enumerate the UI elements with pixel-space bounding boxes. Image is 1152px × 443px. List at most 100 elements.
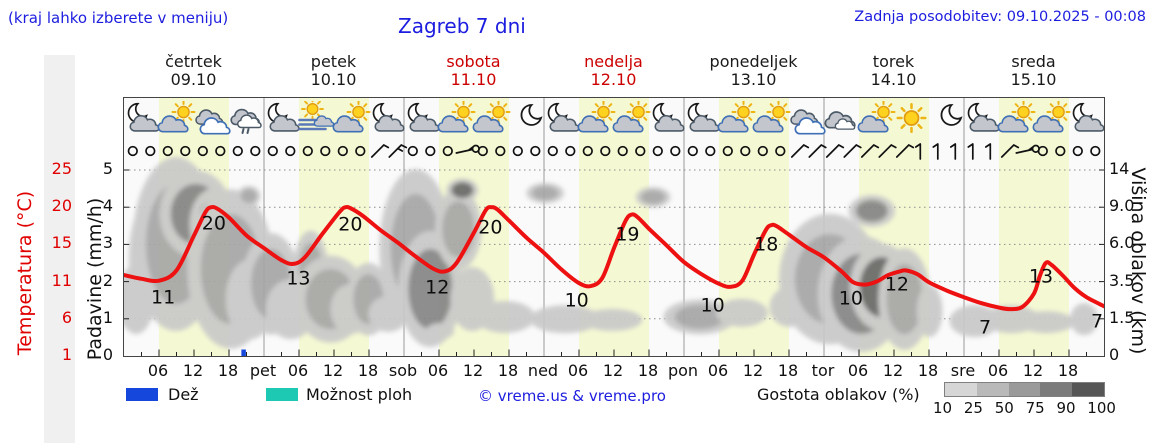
- wind-barb-icon: [388, 144, 408, 158]
- time-tick-label: pon: [667, 361, 699, 380]
- time-tick-label: 06: [567, 361, 589, 380]
- rain-legend-swatch: [126, 388, 158, 401]
- showers-legend-label: Možnost ploh: [306, 385, 453, 404]
- cloud-blob: [641, 190, 666, 205]
- temperature-value-label: 20: [478, 216, 502, 238]
- calm-wind-icon: [197, 145, 208, 157]
- temperature-value-label: 19: [615, 223, 639, 245]
- density-scale-segment: [1008, 383, 1041, 396]
- calm-wind-icon: [722, 145, 733, 157]
- last-update-text: Zadnja posodobitev: 09.10.2025 - 00:08: [854, 9, 1146, 25]
- temperature-value-label: 7: [1091, 311, 1103, 333]
- time-tick-label: sre: [950, 361, 976, 380]
- page-title: Zagreb 7 dni: [398, 14, 526, 38]
- time-tick-label: 12: [182, 361, 204, 380]
- meteogram-chart: 11 20 13 20 12 20 10 19 10 18 10 12 7 13 7: [123, 97, 1105, 357]
- time-tick-label: pet: [249, 361, 277, 380]
- cloud-blob: [408, 249, 453, 330]
- cloud-height-tick-label: 6.0: [1109, 233, 1135, 253]
- temperature-curve: [124, 204, 1104, 312]
- cloud-icon: [825, 112, 854, 129]
- density-scale-segment: [1040, 383, 1073, 396]
- calm-wind-icon: [127, 145, 138, 157]
- time-tick-label: 06: [847, 361, 869, 380]
- temperature-value-label: 12: [885, 273, 909, 295]
- cloud-height-tick-label: 1.5: [1109, 307, 1135, 327]
- calm-wind-icon: [355, 145, 366, 157]
- calm-wind-icon: [512, 145, 523, 157]
- calm-wind-icon: [565, 145, 576, 157]
- cloud-blob: [1018, 311, 1075, 334]
- time-tick-label: 18: [217, 361, 239, 380]
- calm-wind-icon: [652, 145, 663, 157]
- day-date: 15.10: [1010, 70, 1057, 89]
- temperature-value-label: 20: [202, 212, 226, 234]
- wind-barb-icon: [949, 143, 957, 160]
- cloud-blob: [1070, 303, 1099, 336]
- moon-cloud-icon: [969, 104, 999, 131]
- calm-wind-icon: [425, 145, 436, 157]
- wind-barb-icon: [932, 143, 939, 160]
- calm-wind-icon: [740, 145, 751, 157]
- precipitation-tick-label: 1: [102, 307, 113, 327]
- cloud-blob: [674, 304, 725, 329]
- temperature-tick-label: 25: [51, 159, 72, 178]
- temperature-value-label: 18: [754, 234, 778, 256]
- cloud-blob: [582, 308, 643, 331]
- temperature-value-label: 12: [425, 277, 449, 299]
- density-scale-segment: [945, 383, 977, 396]
- moon-icon: [521, 105, 541, 125]
- rain-legend-label: Dež: [168, 385, 239, 404]
- rain-mark: [241, 349, 246, 356]
- calm-wind-icon: [337, 145, 348, 157]
- cloud-blob: [855, 199, 888, 222]
- day-header-sobota: sobota 11.10: [403, 53, 544, 89]
- wind-barb-icon: [1015, 144, 1040, 154]
- density-tick-label: 10: [933, 399, 953, 417]
- copyright-link[interactable]: © vreme.us & vreme.pro: [478, 387, 666, 405]
- clouds-icon: [791, 110, 825, 134]
- moon-cloud-icon: [129, 104, 159, 131]
- day-header-torek: torek 14.10: [823, 53, 964, 89]
- wind-barb-icon: [825, 144, 845, 158]
- calm-wind-icon: [267, 145, 278, 157]
- calm-wind-icon: [407, 145, 418, 157]
- cloud-blob: [451, 182, 474, 199]
- precipitation-tick-label: 0: [102, 345, 113, 364]
- precipitation-tick-label: 5: [102, 159, 113, 178]
- temperature-value-label: 10: [700, 295, 724, 317]
- calm-wind-icon: [757, 145, 768, 157]
- time-tick-label: 12: [322, 361, 344, 380]
- wind-barb-icon: [1000, 144, 1020, 158]
- day-name: sobota: [446, 52, 501, 71]
- time-tick-label: ned: [527, 361, 559, 380]
- calm-wind-icon: [145, 145, 156, 157]
- day-name: petek: [310, 52, 357, 71]
- location-hint: (kraj lahko izberete v meniju): [8, 9, 229, 27]
- day-header-petek: petek 10.10: [263, 53, 404, 89]
- calm-wind-icon: [232, 145, 243, 157]
- temperature-value-label: 13: [1029, 266, 1053, 288]
- time-tick-label: sob: [388, 361, 418, 380]
- temperature-tick-label: 11: [51, 270, 72, 290]
- cloud-blob: [426, 323, 455, 340]
- day-name: sreda: [1011, 52, 1056, 71]
- day-date: 10.10: [310, 70, 357, 89]
- wind-barb-icon: [860, 144, 880, 158]
- calm-wind-icon: [1037, 145, 1048, 157]
- wind-barb-icon: [808, 144, 827, 158]
- wind-barb-icon: [984, 143, 992, 160]
- temperature-axis-title: Temperatura (°C): [14, 190, 36, 356]
- moon-cloud-icon: [1074, 104, 1104, 131]
- cloud-density-label: Gostota oblakov (%): [757, 385, 920, 404]
- calm-wind-icon: [442, 145, 453, 157]
- time-tick-label: 12: [742, 361, 764, 380]
- density-tick-label: 75: [1025, 399, 1045, 417]
- cloud-height-tick-label: 3.5: [1109, 270, 1135, 290]
- wind-barb-icon: [895, 144, 915, 158]
- day-date: 09.10: [170, 70, 217, 89]
- moon-cloud-icon: [269, 104, 299, 131]
- meteogram-svg: 11 20 13 20 12 20 10 19 10 18 10 12 7 13 7: [124, 98, 1104, 356]
- temperature-tick-label: 20: [51, 196, 72, 216]
- moon-cloud-icon: [409, 104, 439, 131]
